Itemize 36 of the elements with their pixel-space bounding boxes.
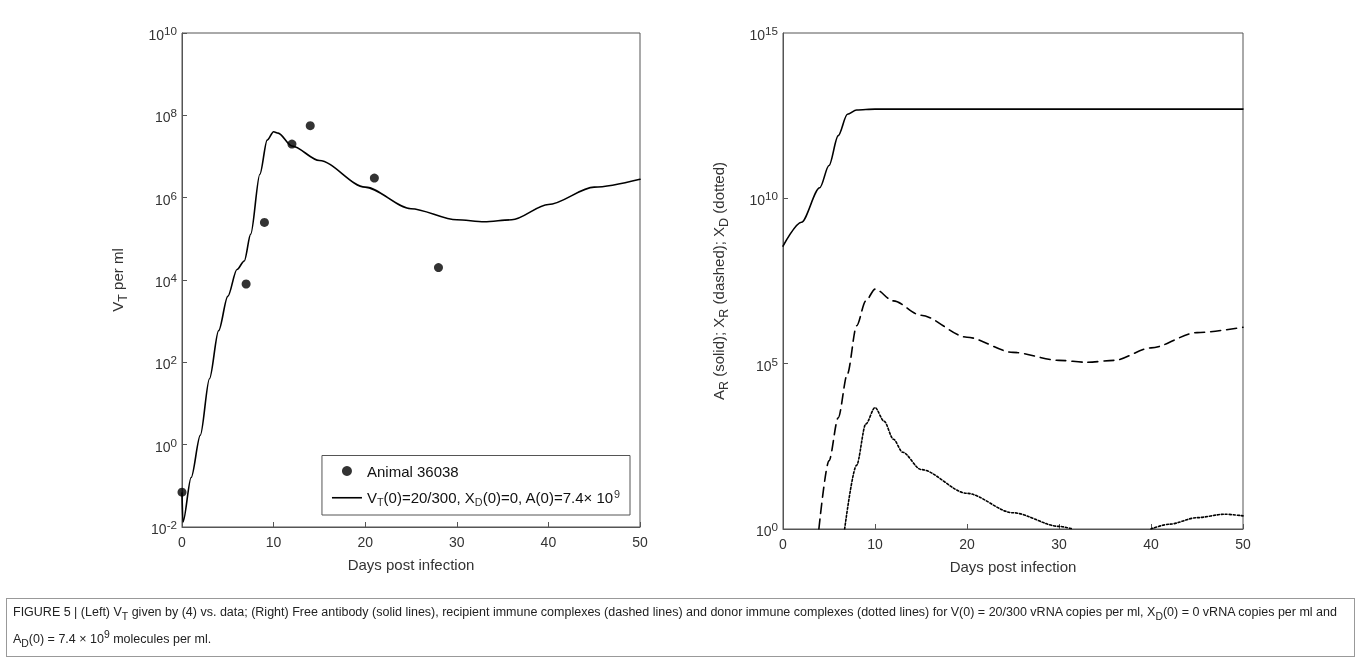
x-tick-label: 50	[632, 534, 648, 550]
y-tick-label: 10$^{15}$	[749, 22, 778, 44]
y-tick-label: 10$^{8}$	[154, 105, 177, 126]
text: FIGURE 5 | (Left) V$_{T}$ given by (4) vs. data; (Right) Free antibody (solid lines), recipient immune complexes (dashed lines) and donor immune complexes (dotted lines) for V(0) = 20/300 vRNA copies per ml, X$_{D}$(0) = 0 vRNA copies per ml and A$_{D}$(0) = 7.4 × 10$^{9}$ molecules per ml.	[13, 605, 1337, 649]
line-series	[818, 288, 1244, 530]
y-tick-label: 10$^{6}$	[154, 187, 177, 208]
y-tick-label: 10$^{4}$	[154, 269, 177, 291]
x-axis-title: Days post infection	[347, 556, 475, 573]
x-tick-label: 50	[1235, 536, 1251, 552]
x-tick-label: 30	[449, 534, 465, 550]
x-axis-title: Days post infection	[949, 558, 1077, 575]
point	[241, 279, 251, 289]
x-tick-label: 40	[1143, 536, 1159, 552]
x-tick-label: 20	[357, 534, 374, 550]
legend-label: Animal 36038	[366, 462, 459, 480]
x-tick-label: 20	[959, 536, 975, 552]
x-tick-label: 10	[867, 536, 883, 552]
y-tick-label: 10$^{0}$	[755, 518, 778, 540]
y-tick-label: 10$^{-2}$	[151, 516, 177, 538]
y-tick-label: 10$^{10}$	[148, 22, 177, 44]
x-tick-label: 40	[540, 534, 557, 550]
point	[433, 263, 443, 273]
x-tick-label: 10	[265, 534, 282, 550]
point	[177, 487, 187, 497]
y-tick-label: 10$^{10}$	[749, 188, 778, 209]
x-tick-label: 0	[178, 534, 187, 550]
y-tick-label: 10$^{5}$	[755, 353, 778, 374]
y-tick-label: 10$^{0}$	[154, 434, 177, 455]
line-series	[782, 108, 1244, 247]
point	[287, 139, 297, 149]
point	[259, 217, 269, 227]
point	[369, 173, 379, 183]
point	[305, 121, 315, 131]
y-tick-label: 10$^{2}$	[154, 352, 177, 373]
x-tick-label: 0	[779, 536, 788, 552]
x-tick-label: 30	[1051, 536, 1067, 552]
